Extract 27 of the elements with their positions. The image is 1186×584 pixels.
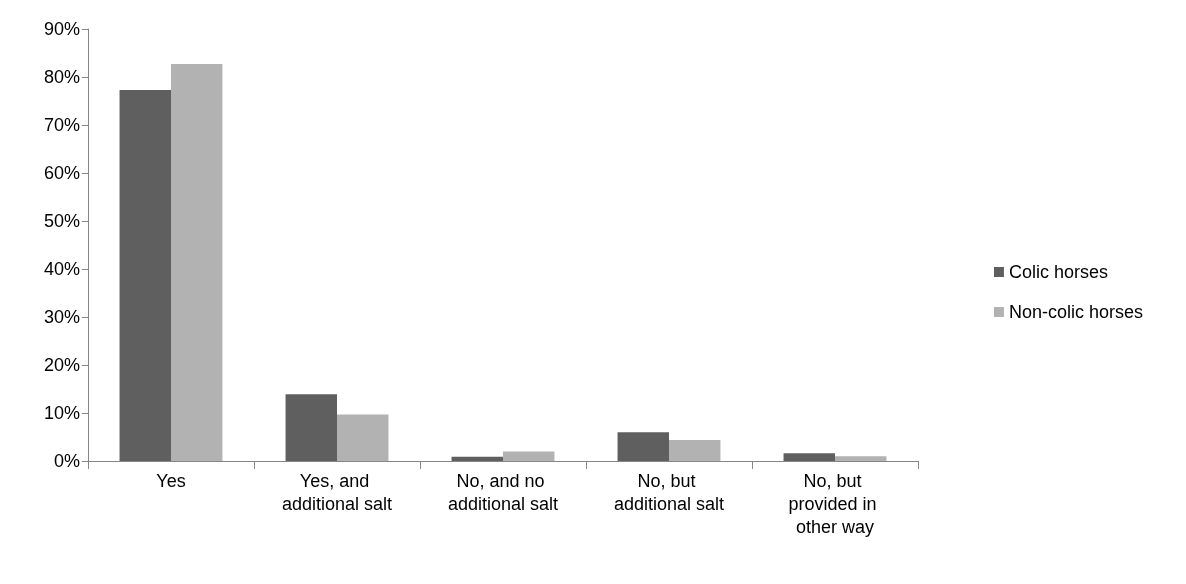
bar: [451, 456, 503, 461]
y-tick-label: 50%: [43, 211, 80, 231]
bar: [617, 432, 669, 461]
y-tick-label: 0%: [53, 451, 80, 471]
x-tick-label: No, but additional salt: [613, 470, 725, 514]
bar: [669, 439, 721, 461]
legend-label: Colic horses: [1008, 262, 1108, 282]
y-tick-label: 40%: [43, 259, 80, 279]
bar: [835, 456, 887, 461]
y-tick-label: 20%: [43, 355, 80, 375]
bar: [285, 394, 337, 461]
bar: [337, 414, 389, 461]
bar: [503, 451, 555, 461]
y-tick-label: 80%: [43, 67, 80, 87]
x-tick-label: No, but provided in other way: [788, 470, 882, 537]
y-tick-label: 90%: [43, 19, 80, 39]
y-tick-label: 70%: [43, 115, 80, 135]
legend-label: Non-colic horses: [1008, 302, 1144, 322]
bar: [119, 89, 171, 461]
x-tick-label: Yes: [156, 470, 186, 491]
bar: [171, 64, 223, 461]
y-tick-label: 30%: [43, 307, 80, 327]
y-tick-label: 10%: [43, 403, 80, 423]
x-tick-label: Yes, and additional salt: [281, 470, 393, 514]
bar: [783, 453, 835, 461]
x-tick-label: No, and no additional salt: [447, 470, 559, 514]
y-tick-label: 60%: [43, 163, 80, 183]
